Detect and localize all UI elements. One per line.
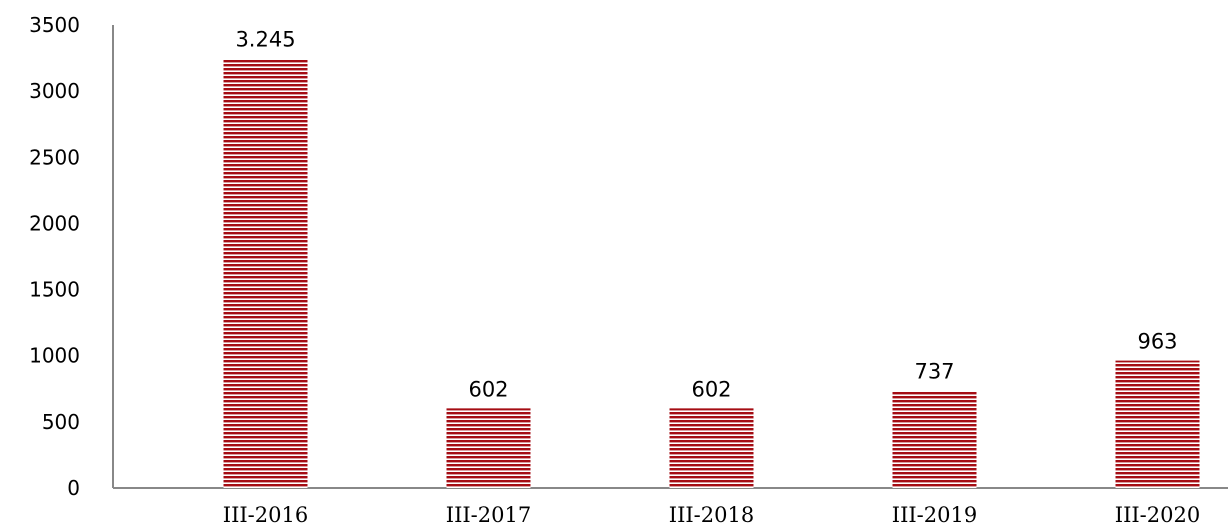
bars [223, 58, 1200, 489]
bar [1115, 360, 1200, 488]
data-label: 963 [1137, 330, 1177, 354]
data-label: 602 [691, 377, 731, 401]
y-tick-label: 1500 [29, 278, 80, 302]
y-tick-label: 2000 [29, 211, 80, 235]
data-label: 602 [468, 377, 508, 401]
y-tick-label: 3000 [29, 79, 80, 103]
y-tick-label: 2500 [29, 145, 80, 169]
data-labels: 3.245 602 602 737 963 [235, 28, 1177, 402]
bar [669, 408, 754, 488]
x-tick-label: III-2019 [892, 503, 977, 525]
y-tick-labels: 0 500 1000 1500 2000 2500 3000 3500 [29, 13, 80, 500]
y-tick-label: 500 [42, 410, 80, 434]
x-tick-label: III-2018 [669, 503, 754, 525]
bar [223, 58, 308, 489]
data-label: 737 [914, 360, 954, 384]
y-tick-label: 0 [67, 476, 80, 500]
x-tick-labels: III-2016 III-2017 III-2018 III-2019 III-2020 [223, 503, 1200, 525]
x-tick-label: III-2017 [446, 503, 531, 525]
x-tick-label: III-2016 [223, 503, 308, 525]
data-label: 3.245 [235, 28, 295, 52]
x-tick-label: III-2020 [1115, 503, 1200, 525]
y-tick-label: 1000 [29, 344, 80, 368]
y-tick-label: 3500 [29, 13, 80, 37]
bar [446, 408, 531, 488]
bar [892, 390, 977, 488]
